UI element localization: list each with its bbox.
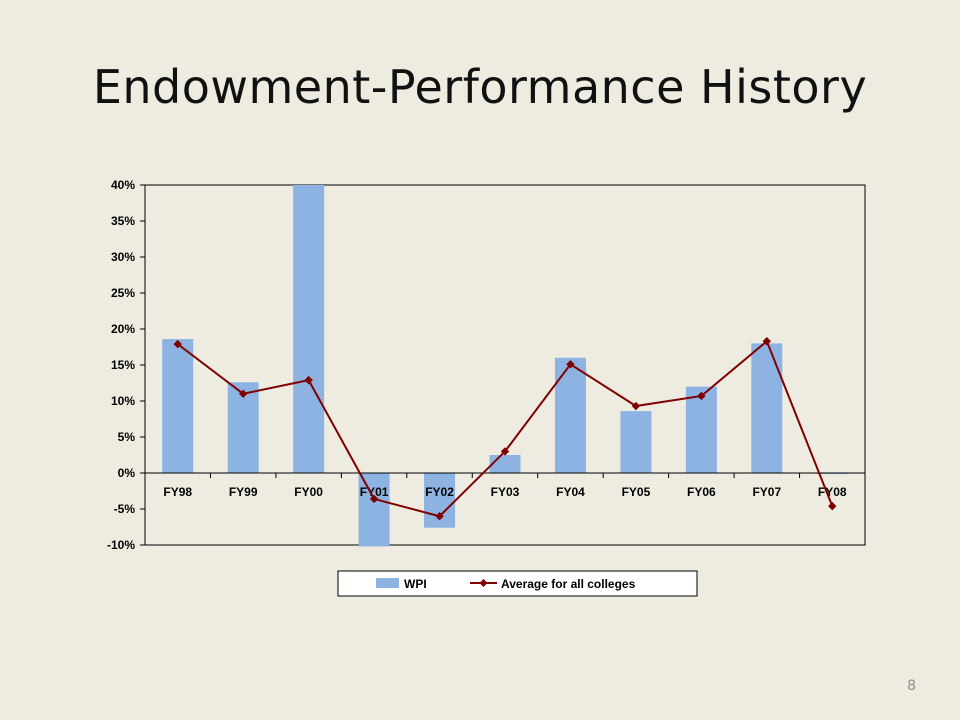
average-point-fy01 xyxy=(369,494,379,504)
y-tick-label: 5% xyxy=(118,430,136,444)
average-point-fy07 xyxy=(762,337,772,346)
x-tick-label: FY06 xyxy=(687,485,716,499)
bar-fy00 xyxy=(293,185,325,473)
average-point-fy06 xyxy=(697,391,706,401)
average-point-fy02 xyxy=(435,512,444,521)
average-point-fy99 xyxy=(238,389,248,398)
average-point-fy98 xyxy=(173,339,182,349)
y-tick-label: 0% xyxy=(118,466,136,480)
y-tick-label: 40% xyxy=(111,178,135,192)
x-tick-label: FY07 xyxy=(752,485,781,499)
x-tick-label: FY99 xyxy=(229,485,258,499)
bar-fy03 xyxy=(489,455,521,473)
legend-marker-average xyxy=(479,579,488,587)
average-point-fy04 xyxy=(566,360,575,369)
bar-fy98 xyxy=(162,339,194,473)
x-tick-label: FY98 xyxy=(163,485,192,499)
y-tick-label: 30% xyxy=(111,250,135,264)
y-tick-label: -5% xyxy=(114,502,136,516)
y-tick-label: 15% xyxy=(111,358,135,372)
average-point-fy00 xyxy=(304,375,313,385)
average-point-fy08 xyxy=(828,501,837,511)
y-tick-label: 10% xyxy=(111,394,135,408)
x-tick-label: FY04 xyxy=(556,485,585,499)
x-tick-label: FY03 xyxy=(491,485,520,499)
legend-swatch-wpi xyxy=(376,578,399,588)
x-tick-label: FY05 xyxy=(622,485,651,499)
x-tick-label: FY08 xyxy=(818,485,847,499)
y-tick-label: 20% xyxy=(111,322,135,336)
bar-fy05 xyxy=(620,411,652,473)
legend-label-average: Average for all colleges xyxy=(501,577,636,591)
legend: WPI Average for all colleges xyxy=(337,570,698,597)
plot-area: -10% -5% 0% 5% 10% 15% 20% 25% 30% 35% 40% FY98 FY99… xyxy=(107,178,866,552)
x-tick-label: FY02 xyxy=(425,485,454,499)
y-tick-label: 35% xyxy=(111,214,135,228)
slide-number: 8 xyxy=(907,678,916,694)
bar-fy06 xyxy=(685,386,717,473)
slide-title: Endowment-Performance History xyxy=(92,60,868,114)
average-point-fy03 xyxy=(500,447,510,456)
legend-label-wpi: WPI xyxy=(404,577,427,591)
average-point-fy05 xyxy=(631,401,641,411)
bar-fy01 xyxy=(358,473,390,547)
bar-fy07 xyxy=(751,343,783,473)
x-tick-label: FY01 xyxy=(360,485,389,499)
x-tick-label: FY00 xyxy=(294,485,323,499)
y-tick-label: -10% xyxy=(107,538,135,552)
y-tick-label: 25% xyxy=(111,286,135,300)
bar-fy04 xyxy=(554,357,586,473)
